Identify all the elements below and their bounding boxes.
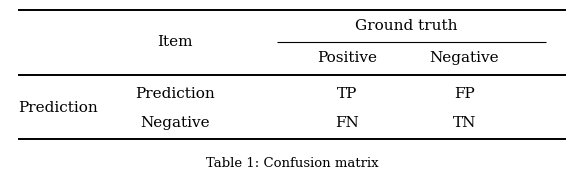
Text: Ground truth: Ground truth xyxy=(354,19,457,33)
Text: Prediction: Prediction xyxy=(135,87,215,101)
Text: Negative: Negative xyxy=(140,116,210,130)
Text: FN: FN xyxy=(336,116,359,130)
Text: Prediction: Prediction xyxy=(19,101,98,115)
Text: TP: TP xyxy=(338,87,357,101)
Text: Negative: Negative xyxy=(429,51,499,66)
Text: Table 1: Confusion matrix: Table 1: Confusion matrix xyxy=(206,157,378,170)
Text: TN: TN xyxy=(453,116,476,130)
Text: Positive: Positive xyxy=(318,51,377,66)
Text: Item: Item xyxy=(158,35,193,49)
Text: FP: FP xyxy=(454,87,475,101)
